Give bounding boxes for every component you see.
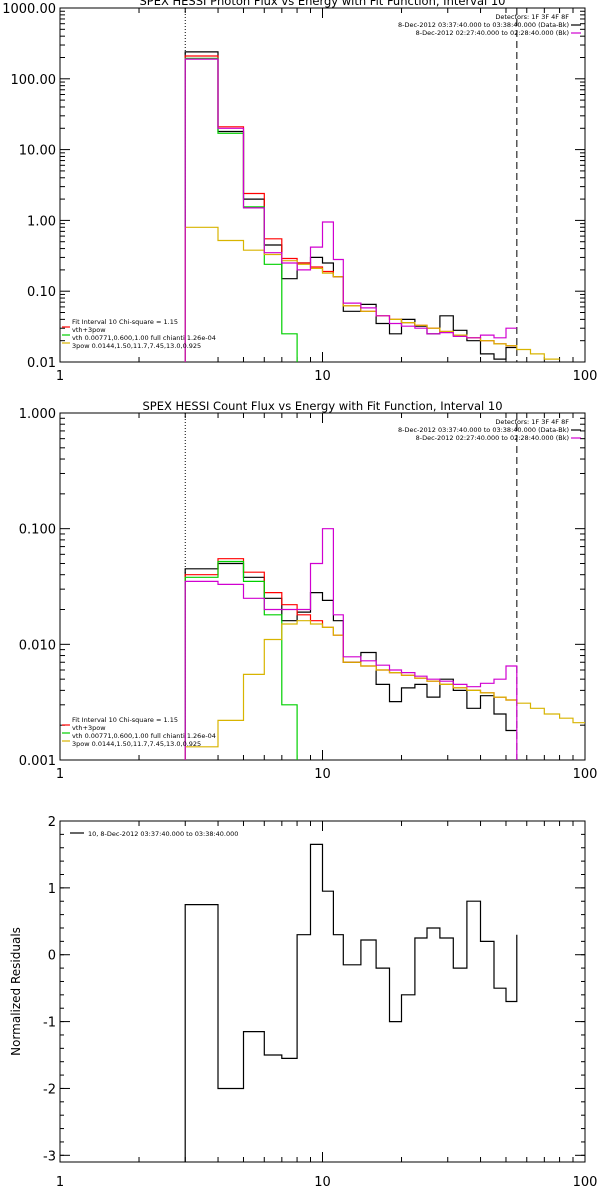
- series-magenta-line: [184, 528, 518, 760]
- x-tick-label: 1: [56, 767, 64, 782]
- series-black-line: [184, 562, 517, 760]
- y-tick-label: 1000.00: [2, 2, 56, 17]
- plot-frame: [59, 7, 586, 363]
- x-tick-label: 1: [56, 1175, 64, 1190]
- series-black-line: [184, 51, 517, 362]
- series-yellow-line: [184, 620, 585, 760]
- legend-bottom-entry: Fit Interval 10 Chi-square = 1.15: [72, 318, 178, 326]
- plot-area: [59, 820, 586, 1163]
- y-tick-label: 0.010: [19, 638, 56, 653]
- legend-entry: 10, 8-Dec-2012 03:37:40.000 to 03:38:40.…: [88, 830, 238, 838]
- plot-area: [59, 412, 586, 761]
- chart-title: SPEX HESSI Count Flux vs Energy with Fit…: [142, 399, 502, 413]
- x-tick-label: 10: [314, 1175, 331, 1190]
- y-tick-label: 0.100: [19, 523, 56, 538]
- y-tick-label: 0: [48, 949, 56, 964]
- y-tick-label: 10.00: [19, 144, 56, 159]
- legend-top-entry: 8-Dec-2012 03:37:40.000 to 03:38:40.000 …: [398, 21, 569, 29]
- legend-bottom-entry: 3pow 0.0144,1.50,11.7,7.45,13.0,0.925: [72, 740, 201, 748]
- legend-top-entry: Detectors: 1F 3F 4F 8F: [495, 13, 569, 21]
- x-tick-label: 1: [56, 369, 64, 384]
- y-tick-label: 1.000: [19, 407, 56, 422]
- y-tick-label: -3: [43, 1149, 56, 1164]
- series-green-line: [184, 560, 298, 760]
- legend-bottom-entry: 3pow 0.0144,1.50,11.7,7.45,13.0,0.925: [72, 342, 201, 350]
- y-tick-label: 0.10: [27, 285, 56, 300]
- x-tick-label: 100: [573, 1175, 598, 1190]
- count-flux-chart: SPEX HESSI Count Flux vs Energy with Fit…: [19, 399, 598, 782]
- legend-top-entry: 8-Dec-2012 02:27:40.000 to 02:28:40.000 …: [416, 434, 569, 442]
- series-green-line: [184, 57, 298, 362]
- y-tick-label: -1: [43, 1016, 56, 1031]
- legend-bottom-entry: Fit Interval 10 Chi-square = 1.15: [72, 716, 178, 724]
- series-red-line: [184, 55, 517, 362]
- y-tick-label: -2: [43, 1082, 56, 1097]
- legend-bottom-entry: vth+3pow: [72, 724, 106, 732]
- chart-title: SPEX HESSI Photon Flux vs Energy with Fi…: [139, 0, 505, 8]
- series-red-line: [184, 558, 517, 760]
- y-tick-label: 2: [48, 815, 56, 830]
- plot-area: [59, 7, 586, 363]
- y-tick-label: 100.00: [11, 73, 57, 88]
- x-tick-label: 100: [573, 767, 598, 782]
- legend-top-entry: 8-Dec-2012 03:37:40.000 to 03:38:40.000 …: [398, 426, 569, 434]
- y-tick-label: 1.00: [27, 214, 56, 229]
- x-tick-label: 10: [314, 767, 331, 782]
- y-tick-label: 0.001: [19, 754, 56, 769]
- legend-bottom-entry: vth+3pow: [72, 326, 106, 334]
- y-axis-label: Normalized Residuals: [9, 927, 23, 1056]
- legend-bottom-entry: vth 0.00771,0.600,1.00 full chianti 1.26…: [72, 732, 216, 740]
- legend-top-entry: Detectors: 1F 3F 4F 8F: [495, 418, 569, 426]
- photon-flux-chart: SPEX HESSI Photon Flux vs Energy with Fi…: [2, 0, 598, 384]
- series-magenta-line: [184, 58, 517, 362]
- x-tick-label: 10: [314, 369, 331, 384]
- y-tick-label: 1: [48, 882, 56, 897]
- series-yellow-line: [184, 226, 560, 362]
- x-tick-label: 100: [573, 369, 598, 384]
- y-tick-label: 0.01: [27, 356, 56, 371]
- legend-top-entry: 8-Dec-2012 02:27:40.000 to 02:28:40.000 …: [416, 29, 569, 37]
- series-black-line: [184, 843, 518, 1162]
- residuals-chart: 1 10 100 -3 -2 -1 0 1 2 Normalized Residuals 10, 8…: [9, 815, 598, 1190]
- legend-bottom-entry: vth 0.00771,0.600,1.00 full chianti 1.26…: [72, 334, 216, 342]
- plot-frame: [59, 412, 586, 761]
